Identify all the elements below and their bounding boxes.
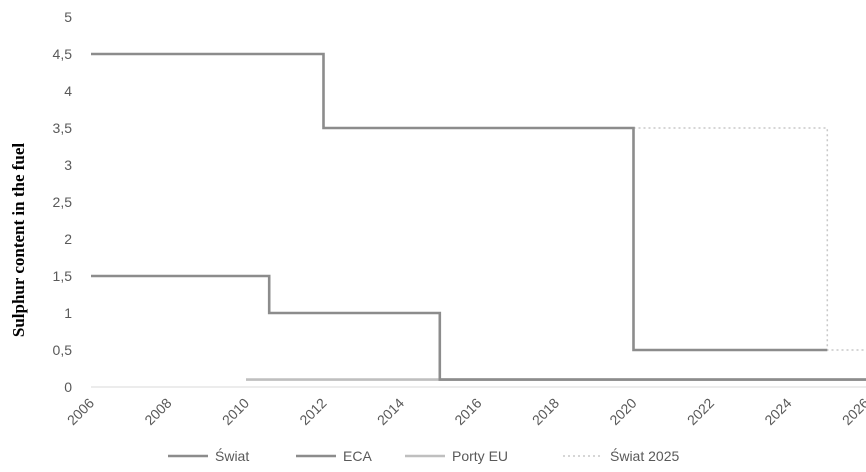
x-tick-label: 2026 (839, 395, 866, 428)
y-axis-label: Sulphur content in the fuel (9, 143, 28, 338)
plot-area (91, 52, 866, 381)
legend-label: Świat 2025 (610, 447, 679, 464)
y-tick-label: 3 (64, 157, 72, 173)
y-tick-label: 4,5 (53, 46, 73, 62)
x-tick-label: 2014 (374, 395, 407, 428)
y-tick-label: 5 (64, 9, 72, 25)
series-line-1 (91, 52, 828, 352)
x-tick-label: 2018 (529, 395, 562, 428)
y-tick-label: 2,5 (53, 194, 73, 210)
x-tick-label: 2022 (684, 395, 717, 428)
y-tick-label: 1 (64, 305, 72, 321)
x-tick-label: 2020 (606, 395, 639, 428)
y-tick-label: 0,5 (53, 342, 73, 358)
x-axis: 2006 2008 2010 2012 2014 2016 2018 2020 2022 2024… (64, 386, 866, 428)
x-tick-label: 2024 (761, 395, 794, 428)
legend-label: Porty EU (452, 448, 508, 464)
x-tick-label: 2006 (64, 395, 97, 428)
legend: Świat ECA Porty EU Świat 2025 (168, 447, 679, 464)
y-axis: 0 0,5 1 1,5 2 2,5 3 3,5 4 4,5 5 (53, 9, 73, 395)
y-tick-label: 3,5 (53, 120, 73, 136)
x-tick-label: 2012 (296, 395, 329, 428)
series-line-4 (633, 127, 866, 351)
legend-label: ECA (343, 448, 372, 464)
y-tick-label: 1,5 (53, 268, 73, 284)
y-tick-label: 2 (64, 231, 72, 247)
series-line-2 (91, 274, 866, 381)
x-tick-label: 2010 (219, 395, 252, 428)
x-tick-label: 2016 (451, 395, 484, 428)
y-tick-label: 4 (64, 83, 72, 99)
y-tick-label: 0 (64, 379, 72, 395)
x-tick-label: 2008 (141, 395, 174, 428)
legend-label: Świat (215, 447, 249, 464)
